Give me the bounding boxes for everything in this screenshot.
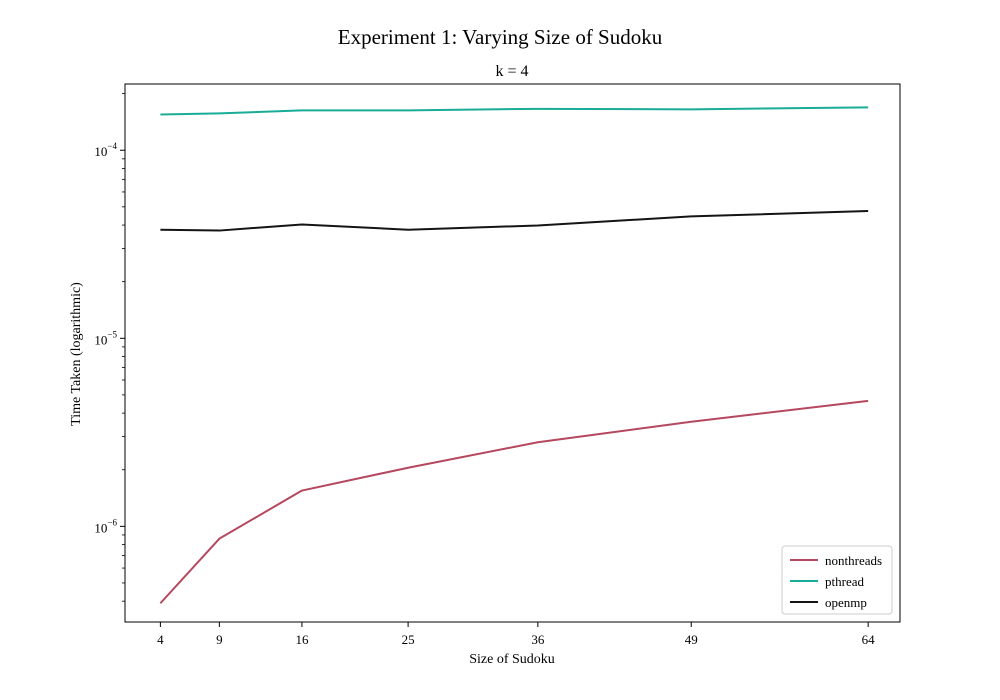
chart-subtitle: k = 4 <box>495 63 528 80</box>
x-tick-label: 36 <box>531 632 545 647</box>
series-line-openmp <box>160 210 869 232</box>
chart-title: Experiment 1: Varying Size of Sudoku <box>338 25 663 49</box>
legend-label-nonthreads: nonthreads <box>825 553 882 568</box>
series-line-pthread <box>160 106 869 116</box>
series-layer <box>159 106 869 604</box>
legend: nonthreads pthread openmp <box>781 545 893 615</box>
y-tick-label: 10−5 <box>94 329 117 347</box>
y-axis-label: Time Taken (logarithmic) <box>69 282 84 426</box>
x-tick-label: 25 <box>402 632 415 647</box>
x-tick-label: 9 <box>216 632 223 647</box>
series-line-nonthreads <box>159 399 869 604</box>
legend-label-openmp: openmp <box>825 595 867 610</box>
x-axis-label: Size of Sudoku <box>469 652 555 667</box>
plot-frame <box>124 83 901 623</box>
y-tick-label: 10−6 <box>94 517 117 535</box>
x-tick-label: 49 <box>685 632 698 647</box>
y-tick-label: 10−4 <box>94 141 117 159</box>
x-tick-label: 16 <box>295 632 309 647</box>
x-tick-label: 64 <box>862 632 876 647</box>
x-tick-label: 4 <box>157 632 164 647</box>
legend-label-pthread: pthread <box>825 574 864 589</box>
legend-box <box>781 545 893 615</box>
